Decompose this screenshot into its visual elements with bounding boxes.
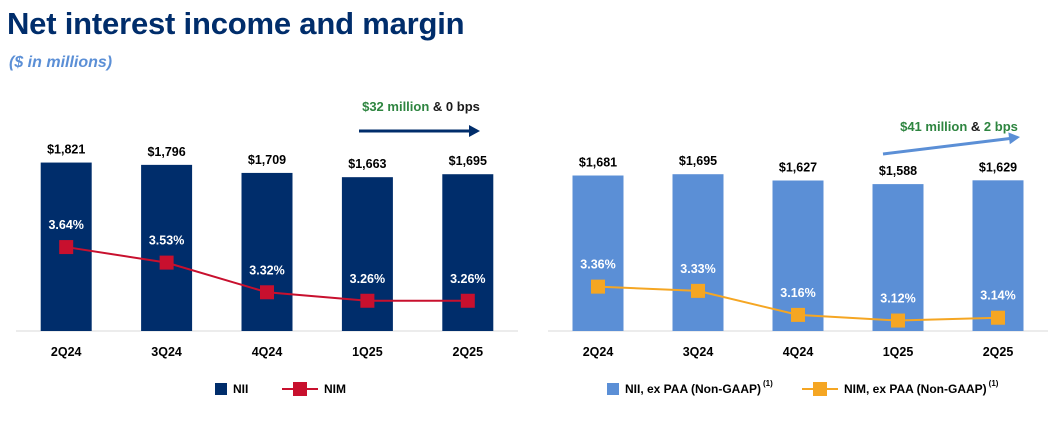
legend-footnote: (1) bbox=[989, 379, 999, 388]
bar bbox=[572, 175, 624, 331]
bar-value-label: $1,695 bbox=[449, 154, 487, 168]
line-marker bbox=[59, 240, 74, 255]
legend-swatch-marker bbox=[813, 382, 827, 396]
bar-value-label: $1,629 bbox=[979, 160, 1017, 174]
trend-arrow-head bbox=[469, 125, 480, 137]
callout-bps: 0 bps bbox=[446, 99, 480, 114]
bar-value-label: $1,695 bbox=[679, 154, 717, 168]
x-tick-label: 1Q25 bbox=[883, 345, 914, 359]
legend-label: NII, ex PAA (Non-GAAP) bbox=[625, 382, 761, 396]
line-value-label: 3.53% bbox=[149, 234, 184, 248]
callout-amount: $32 million bbox=[362, 99, 429, 114]
line-marker bbox=[591, 279, 605, 294]
bar bbox=[241, 172, 293, 331]
line-value-label: 3.32% bbox=[249, 263, 284, 277]
x-tick-label: 2Q24 bbox=[51, 345, 82, 359]
callout-amp: & bbox=[967, 119, 984, 134]
x-tick-label: 3Q24 bbox=[683, 345, 714, 359]
x-tick-label: 2Q25 bbox=[453, 345, 484, 359]
bar-value-label: $1,627 bbox=[779, 161, 817, 175]
legend-label: NIM bbox=[324, 382, 346, 396]
line-value-label: 3.14% bbox=[980, 289, 1015, 303]
callout-amount: $41 million bbox=[900, 119, 967, 134]
line-value-label: 3.26% bbox=[350, 272, 385, 286]
legend-label: NIM, ex PAA (Non-GAAP) bbox=[844, 382, 987, 396]
line-marker bbox=[691, 283, 705, 298]
bar bbox=[772, 180, 824, 331]
bar bbox=[141, 164, 193, 331]
line-marker bbox=[791, 307, 805, 322]
bar bbox=[341, 177, 393, 331]
bar-value-label: $1,796 bbox=[147, 145, 185, 159]
line-marker bbox=[460, 293, 475, 308]
legend-swatch-marker bbox=[293, 382, 307, 396]
x-tick-label: 2Q25 bbox=[983, 345, 1014, 359]
legend-swatch-bar bbox=[215, 383, 227, 395]
callout-amp: & bbox=[429, 99, 446, 114]
x-tick-label: 4Q24 bbox=[252, 345, 283, 359]
line-marker bbox=[159, 255, 174, 270]
bar-value-label: $1,821 bbox=[47, 143, 85, 157]
line-value-label: 3.64% bbox=[48, 218, 83, 232]
x-tick-label: 4Q24 bbox=[783, 345, 814, 359]
bar bbox=[872, 184, 924, 331]
page-title: Net interest income and margin bbox=[7, 6, 465, 41]
x-tick-label: 2Q24 bbox=[583, 345, 614, 359]
bar bbox=[672, 174, 724, 331]
x-tick-label: 1Q25 bbox=[352, 345, 383, 359]
line-marker bbox=[260, 285, 274, 300]
line-value-label: 3.26% bbox=[450, 272, 485, 286]
trend-callout: $41 million & 2 bps bbox=[900, 119, 1018, 134]
legend-swatch-bar bbox=[607, 383, 619, 395]
line-value-label: 3.36% bbox=[580, 258, 615, 272]
trend-arrow bbox=[882, 136, 1015, 156]
bar bbox=[972, 180, 1024, 331]
bar-value-label: $1,663 bbox=[348, 157, 386, 171]
bar-value-label: $1,681 bbox=[579, 156, 617, 170]
x-tick-label: 3Q24 bbox=[151, 345, 182, 359]
line-marker bbox=[991, 310, 1005, 325]
page-subtitle: ($ in millions) bbox=[9, 54, 113, 71]
line-marker bbox=[360, 293, 375, 308]
line-marker bbox=[891, 313, 905, 328]
legend-label: NII bbox=[233, 382, 248, 396]
bar-value-label: $1,588 bbox=[879, 164, 917, 178]
line-value-label: 3.33% bbox=[680, 262, 715, 276]
callout-bps: 2 bps bbox=[984, 119, 1018, 134]
bar-value-label: $1,709 bbox=[248, 153, 286, 167]
line-value-label: 3.12% bbox=[880, 292, 915, 306]
trend-callout: $32 million & 0 bps bbox=[362, 99, 480, 114]
legend-footnote: (1) bbox=[763, 379, 773, 388]
trend-arrow-head bbox=[1008, 132, 1020, 145]
line-value-label: 3.16% bbox=[780, 286, 815, 300]
